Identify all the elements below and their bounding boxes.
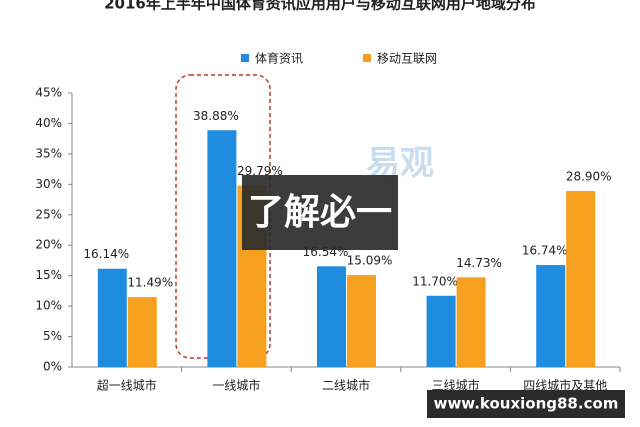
value-label: 28.90%: [566, 170, 612, 184]
chart-title: 2016年上半年中国体育资讯应用用户与移动互联网用户地域分布: [104, 0, 536, 13]
bar: [426, 295, 456, 367]
legend-label: 移动互联网: [377, 52, 437, 66]
value-label: 14.73%: [456, 256, 502, 270]
bar: [97, 268, 127, 367]
value-label: 11.70%: [412, 274, 458, 288]
banner-text[interactable]: 了解必一: [248, 192, 392, 233]
legend-swatch: [363, 54, 371, 62]
y-tick-label: 20%: [35, 238, 62, 252]
url-text[interactable]: www.kouxiong88.com: [434, 395, 619, 413]
x-tick-label: 三线城市: [432, 378, 480, 393]
value-label: 38.88%: [193, 109, 239, 123]
value-label: 16.74%: [522, 244, 568, 258]
legend-label: 体育资讯: [255, 51, 303, 66]
y-tick-label: 15%: [35, 268, 62, 282]
bar: [347, 275, 376, 367]
bar: [456, 277, 486, 367]
y-tick-label: 0%: [43, 360, 62, 374]
value-label: 16.14%: [83, 247, 129, 261]
y-tick-label: 40%: [35, 116, 62, 130]
x-tick-label: 四线城市及其他: [523, 378, 607, 393]
y-tick-label: 45%: [35, 86, 62, 100]
bar: [127, 297, 157, 367]
y-tick-label: 30%: [35, 177, 62, 191]
banner-box: [242, 175, 398, 250]
bar: [536, 265, 566, 367]
bar: [566, 191, 596, 367]
y-tick-label: 35%: [35, 146, 62, 160]
y-tick-label: 25%: [35, 207, 62, 221]
value-label: 11.49%: [127, 276, 173, 290]
y-tick-label: 5%: [43, 329, 62, 343]
x-tick-label: 二线城市: [322, 378, 370, 393]
y-tick-label: 10%: [35, 299, 62, 313]
value-label: 15.09%: [347, 254, 393, 268]
x-tick-label: 超一线城市: [97, 378, 157, 393]
bar: [317, 266, 346, 367]
value-label: 29.79%: [237, 164, 283, 178]
url-box: [427, 390, 625, 418]
x-tick-label: 一线城市: [212, 378, 260, 393]
legend-swatch: [241, 54, 249, 62]
bar: [207, 130, 237, 367]
